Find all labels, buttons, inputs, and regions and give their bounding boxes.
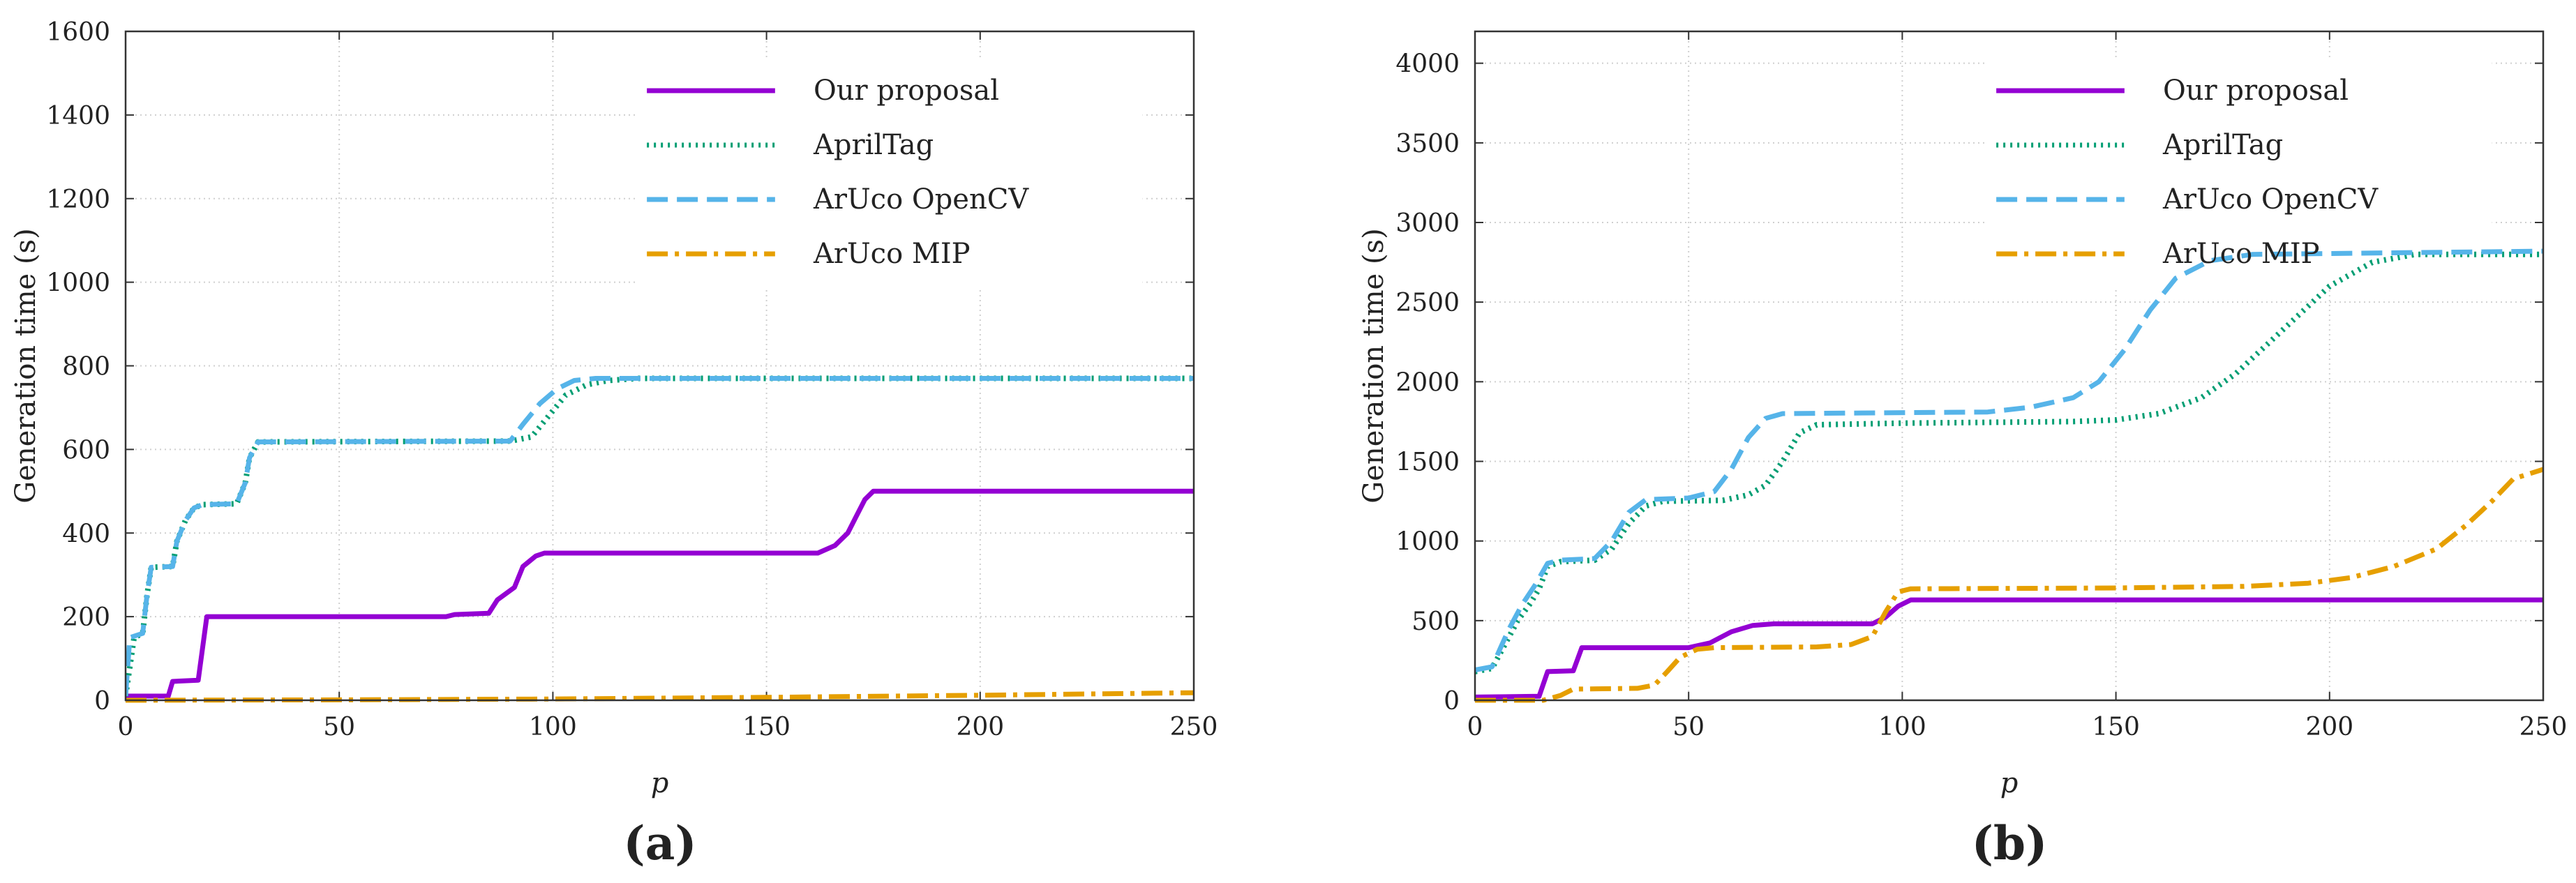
y-tick-label: 3000 bbox=[1395, 209, 1460, 238]
legend-label: AprilTag bbox=[2162, 129, 2283, 161]
chart-panel-b: 0 50 100 150 200 2500500100015002000250030003… bbox=[1358, 30, 2568, 870]
series-line-apriltag bbox=[126, 375, 1194, 697]
x-tick-label: 100 bbox=[1878, 713, 1926, 741]
series-line-aruco-mip bbox=[126, 690, 1194, 703]
x-tick-label: 150 bbox=[2092, 713, 2140, 741]
y-tick-label: 600 bbox=[62, 436, 110, 465]
x-tick-label: 50 bbox=[1672, 713, 1705, 741]
y-tick-label: 0 bbox=[1444, 687, 1460, 716]
y-tick-label: 1000 bbox=[46, 269, 110, 298]
legend-label: ArUco OpenCV bbox=[2162, 183, 2379, 216]
series-line-aruco-opencv bbox=[126, 376, 1194, 697]
legend-label: Our proposal bbox=[814, 75, 999, 107]
x-tick-label: 100 bbox=[529, 713, 577, 741]
plot-frame bbox=[124, 30, 1195, 702]
legend-label: Our proposal bbox=[2163, 75, 2349, 107]
series-line-our-proposal bbox=[126, 488, 1194, 699]
y-tick-label: 1600 bbox=[46, 18, 110, 47]
x-tick-label: 0 bbox=[1467, 713, 1483, 741]
y-tick-label: 200 bbox=[62, 603, 110, 632]
panel-label: (b) bbox=[1972, 816, 2048, 870]
series-line-aruco-mip bbox=[1475, 467, 2543, 703]
x-tick-label: 50 bbox=[323, 713, 355, 741]
legend-label: ArUco MIP bbox=[813, 238, 971, 270]
legend-background bbox=[638, 59, 1143, 289]
y-tick-label: 1200 bbox=[46, 186, 110, 214]
series-line-aruco-opencv bbox=[1475, 248, 2543, 673]
y-tick-label: 4000 bbox=[1395, 50, 1460, 79]
x-tick-label: 250 bbox=[1170, 713, 1218, 741]
y-tick-label: 1000 bbox=[1395, 528, 1460, 557]
y-tick-label: 1500 bbox=[1395, 448, 1460, 477]
x-tick-label: 0 bbox=[118, 713, 134, 741]
y-tick-label: 0 bbox=[94, 687, 110, 716]
x-axis-title: p bbox=[651, 767, 669, 799]
series-line-our-proposal bbox=[1475, 597, 2543, 700]
y-tick-label: 500 bbox=[1411, 607, 1460, 636]
plot-frame bbox=[1474, 30, 2545, 702]
legend-label: ArUco OpenCV bbox=[813, 183, 1029, 216]
series-line-apriltag bbox=[1475, 251, 2543, 674]
chart-panel-a: 0 50 100 150 200 250 0 200 400 600 800 1000 1200 1400… bbox=[10, 18, 1218, 870]
x-tick-label: 200 bbox=[2305, 713, 2353, 741]
panel-label: (a) bbox=[623, 816, 696, 870]
x-tick-label: 150 bbox=[742, 713, 791, 741]
y-tick-label: 3500 bbox=[1395, 130, 1460, 158]
x-tick-label: 200 bbox=[956, 713, 1004, 741]
y-axis-title: Generation time (s) bbox=[10, 228, 42, 503]
y-tick-label: 800 bbox=[62, 353, 110, 382]
x-tick-label: 250 bbox=[2519, 713, 2568, 741]
legend-label: ArUco MIP bbox=[2162, 238, 2320, 270]
y-tick-label: 2500 bbox=[1395, 289, 1460, 317]
y-tick-label: 400 bbox=[62, 520, 110, 548]
y-tick-label: 2000 bbox=[1395, 368, 1460, 397]
y-axis-title: Generation time (s) bbox=[1358, 228, 1390, 503]
legend-label: AprilTag bbox=[813, 129, 934, 161]
y-tick-label: 1400 bbox=[46, 102, 110, 130]
x-axis-title: p bbox=[2000, 767, 2019, 799]
